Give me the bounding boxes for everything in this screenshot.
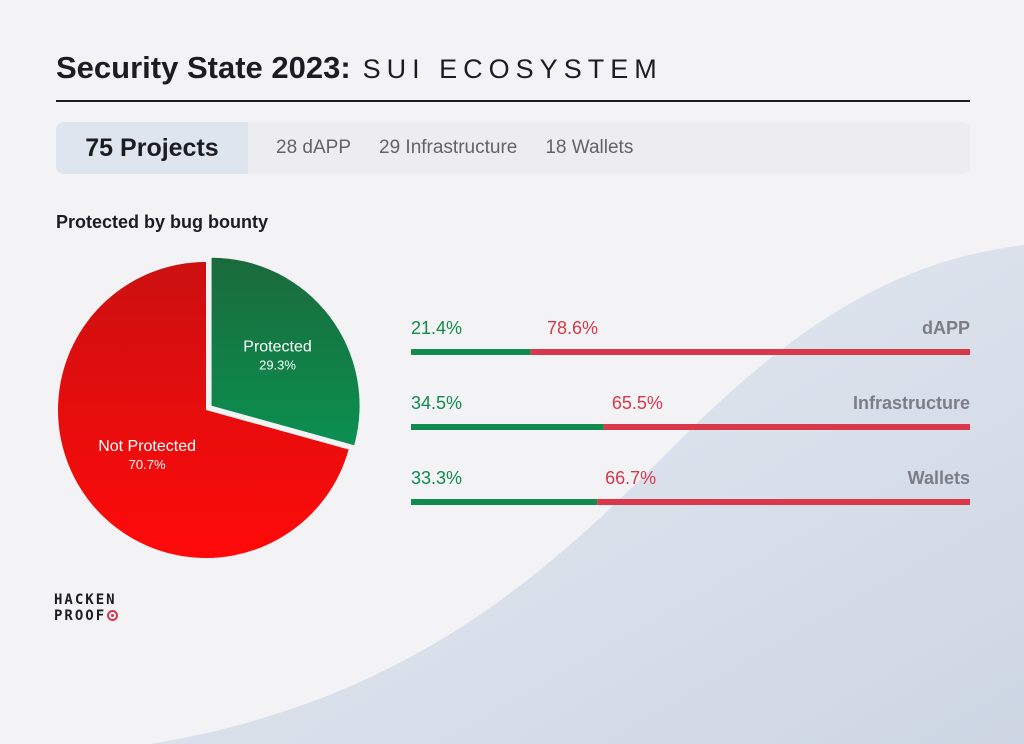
- bar-protected-wallets: [411, 499, 598, 505]
- bar-protected-infrastructure: [411, 424, 604, 430]
- title-main: Security State 2023: [56, 50, 341, 85]
- pie-slice-protected-value: 29.3%: [259, 358, 296, 373]
- summary-total: 75 Projects: [56, 122, 248, 174]
- logo-line-2: PROOF: [54, 608, 107, 624]
- bar-protected-dapp: [411, 349, 531, 355]
- pie-slice-protected-label: Protected: [243, 339, 311, 356]
- pie-slice-not-protected: [58, 262, 349, 559]
- label-not-protected-wallets: 66.7%: [605, 468, 656, 488]
- label-not-protected-infrastructure: 65.5%: [612, 393, 663, 413]
- bar-not-protected-dapp: [530, 349, 970, 355]
- label-protected-infrastructure: 34.5%: [411, 393, 462, 413]
- summary-item-dapp: 28 dAPP: [276, 137, 351, 158]
- title-subtitle: SUI ECOSYSTEM: [362, 54, 663, 84]
- category-label-infrastructure: Infrastructure: [853, 393, 970, 413]
- summary-item-infrastructure: 29 Infrastructure: [379, 137, 518, 158]
- category-label-wallets: Wallets: [908, 468, 970, 488]
- pie-slice-not-protected-value: 70.7%: [129, 457, 166, 472]
- section-title: Protected by bug bounty: [56, 212, 269, 232]
- logo-line-1: HACKEN: [54, 592, 117, 608]
- label-protected-dapp: 21.4%: [411, 318, 462, 338]
- bar-not-protected-wallets: [597, 499, 970, 505]
- label-not-protected-dapp: 78.6%: [547, 318, 598, 338]
- pie-slice-protected: [211, 257, 360, 446]
- bar-not-protected-infrastructure: [603, 424, 970, 430]
- label-protected-wallets: 33.3%: [411, 468, 462, 488]
- logo-dot-icon: [107, 610, 119, 621]
- pie-slice-not-protected-label: Not Protected: [98, 438, 196, 455]
- page-title: Security State 2023 : SUI ECOSYSTEM: [56, 50, 663, 90]
- summary-bar: 75 Projects 28 dAPP 29 Infrastructure 18…: [56, 122, 970, 174]
- summary-item-wallets: 18 Wallets: [545, 137, 634, 158]
- hackenproof-logo: HACKEN PROOF: [54, 592, 164, 628]
- title-divider: [56, 100, 970, 102]
- title-colon: :: [340, 50, 351, 85]
- category-label-dapp: dAPP: [922, 318, 970, 338]
